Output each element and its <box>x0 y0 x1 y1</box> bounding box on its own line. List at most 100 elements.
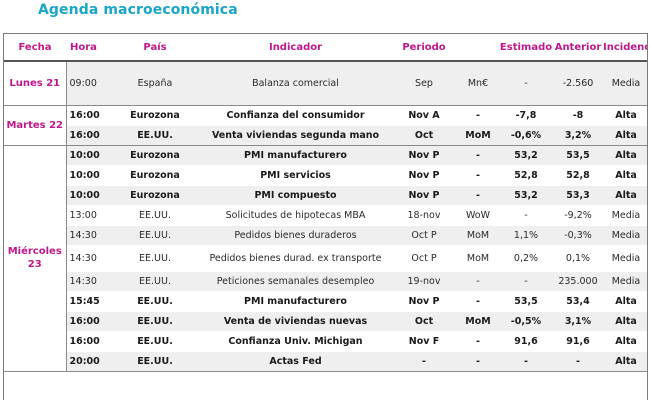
cell-periodo: Nov P <box>391 291 457 312</box>
cell-indicador: Pedidos bienes duraderos <box>200 225 391 246</box>
cell-unidad: - <box>457 331 499 352</box>
agenda-body: Lunes 21 09:00 España Balanza comercial Sep M… <box>4 61 647 372</box>
cell-anterior: 235.000 <box>553 271 603 292</box>
cell-indicador: Solicitudes de hipotecas MBA <box>200 205 391 226</box>
cell-hora: 10:00 <box>66 165 110 186</box>
cell-indicador: Venta de viviendas nuevas <box>200 311 391 332</box>
table-row: 14:30 EE.UU. Pedidos bienes duraderos Oct P… <box>4 225 647 246</box>
cell-pais: Eurozona <box>110 145 200 166</box>
page-title: Agenda macroeconómica <box>38 2 238 18</box>
cell-pais: Eurozona <box>110 165 200 186</box>
cell-hora: 10:00 <box>66 145 110 166</box>
cell-pais: EE.UU. <box>110 225 200 246</box>
cell-indicador: PMI servicios <box>200 165 391 186</box>
agenda-table-frame: Fecha Hora País Indicador Periodo Estima… <box>3 33 648 400</box>
cell-unidad: MoM <box>457 311 499 332</box>
cell-hora: 13:00 <box>66 205 110 226</box>
header-unidad <box>457 34 499 62</box>
cell-anterior: 53,3 <box>553 185 603 206</box>
cell-indicador: Confianza del consumidor <box>200 105 391 126</box>
cell-indicador: Actas Fed <box>200 351 391 372</box>
cell-incidencia: Alta <box>603 165 647 186</box>
cell-incidencia: Alta <box>603 311 647 332</box>
cell-periodo: - <box>391 351 457 372</box>
cell-unidad: WoW <box>457 205 499 226</box>
cell-hora: 14:30 <box>66 245 110 272</box>
cell-estimado: 53,2 <box>499 185 553 206</box>
cell-incidencia: Media <box>603 205 647 226</box>
header-periodo: Periodo <box>391 34 457 62</box>
table-row: 14:30 EE.UU. Pedidos bienes durad. ex tran… <box>4 245 647 272</box>
cell-estimado: 53,5 <box>499 291 553 312</box>
cell-unidad: MoM <box>457 125 499 146</box>
header-hora: Hora <box>66 34 110 62</box>
cell-unidad: MoM <box>457 225 499 246</box>
agenda-table: Fecha Hora País Indicador Periodo Estima… <box>4 34 647 372</box>
cell-incidencia: Alta <box>603 331 647 352</box>
cell-periodo: Nov A <box>391 105 457 126</box>
cell-estimado: 0,2% <box>499 245 553 272</box>
cell-anterior: -8 <box>553 105 603 126</box>
cell-hora: 20:00 <box>66 351 110 372</box>
cell-anterior: -9,2% <box>553 205 603 226</box>
day-label: Martes 22 <box>4 105 67 146</box>
cell-pais: EE.UU. <box>110 271 200 292</box>
cell-pais: EE.UU. <box>110 291 200 312</box>
table-row: 16:00 EE.UU. Venta viviendas segunda mano O… <box>4 125 647 146</box>
cell-unidad: MoM <box>457 245 499 272</box>
header-fecha: Fecha <box>4 34 66 62</box>
cell-indicador: Venta viviendas segunda mano <box>200 125 391 146</box>
cell-estimado: - <box>499 351 553 372</box>
cell-pais: España <box>110 61 200 106</box>
table-row: 10:00 Eurozona PMI servicios Nov P -52,8 52,8… <box>4 165 647 186</box>
cell-periodo: Nov P <box>391 165 457 186</box>
cell-periodo: Oct <box>391 125 457 146</box>
cell-estimado: - <box>499 61 553 106</box>
cell-incidencia: Alta <box>603 185 647 206</box>
cell-estimado: 1,1% <box>499 225 553 246</box>
table-row: 10:00 Eurozona PMI compuesto Nov P -53,2 53,3… <box>4 185 647 206</box>
cell-pais: EE.UU. <box>110 311 200 332</box>
header-pais: País <box>110 34 200 62</box>
cell-anterior: 53,5 <box>553 145 603 166</box>
cell-estimado: 53,2 <box>499 145 553 166</box>
cell-periodo: Nov P <box>391 145 457 166</box>
cell-periodo: Oct <box>391 311 457 332</box>
cell-pais: Eurozona <box>110 105 200 126</box>
cell-incidencia: Media <box>603 225 647 246</box>
cell-periodo: Nov P <box>391 185 457 206</box>
cell-periodo: Nov F <box>391 331 457 352</box>
cell-pais: EE.UU. <box>110 351 200 372</box>
cell-estimado: - <box>499 205 553 226</box>
cell-unidad: - <box>457 105 499 126</box>
table-row: 13:00 EE.UU. Solicitudes de hipotecas MBA 1… <box>4 205 647 226</box>
cell-pais: EE.UU. <box>110 331 200 352</box>
cell-pais: EE.UU. <box>110 205 200 226</box>
cell-estimado: -0,5% <box>499 311 553 332</box>
cell-hora: 14:30 <box>66 225 110 246</box>
cell-incidencia: Alta <box>603 351 647 372</box>
day-label: Lunes 21 <box>4 61 67 106</box>
cell-anterior: - <box>553 351 603 372</box>
cell-anterior: -2.560 <box>553 61 603 106</box>
cell-hora: 16:00 <box>66 311 110 332</box>
table-row: 16:00 EE.UU. Confianza Univ. Michigan Nov F… <box>4 331 647 352</box>
cell-anterior: 53,4 <box>553 291 603 312</box>
cell-indicador: PMI compuesto <box>200 185 391 206</box>
cell-hora: 10:00 <box>66 185 110 206</box>
cell-periodo: 18-nov <box>391 205 457 226</box>
table-row: Lunes 21 09:00 España Balanza comercial Sep M… <box>4 61 647 106</box>
cell-pais: EE.UU. <box>110 245 200 272</box>
cell-pais: EE.UU. <box>110 125 200 146</box>
cell-hora: 14:30 <box>66 271 110 292</box>
cell-indicador: Peticiones semanales desempleo <box>200 271 391 292</box>
cell-indicador: Confianza Univ. Michigan <box>200 331 391 352</box>
cell-incidencia: Media <box>603 61 647 106</box>
cell-periodo: 19-nov <box>391 271 457 292</box>
cell-estimado: -0,6% <box>499 125 553 146</box>
cell-hora: 15:45 <box>66 291 110 312</box>
cell-periodo: Oct P <box>391 245 457 272</box>
cell-estimado: 52,8 <box>499 165 553 186</box>
cell-estimado: 91,6 <box>499 331 553 352</box>
cell-unidad: - <box>457 165 499 186</box>
